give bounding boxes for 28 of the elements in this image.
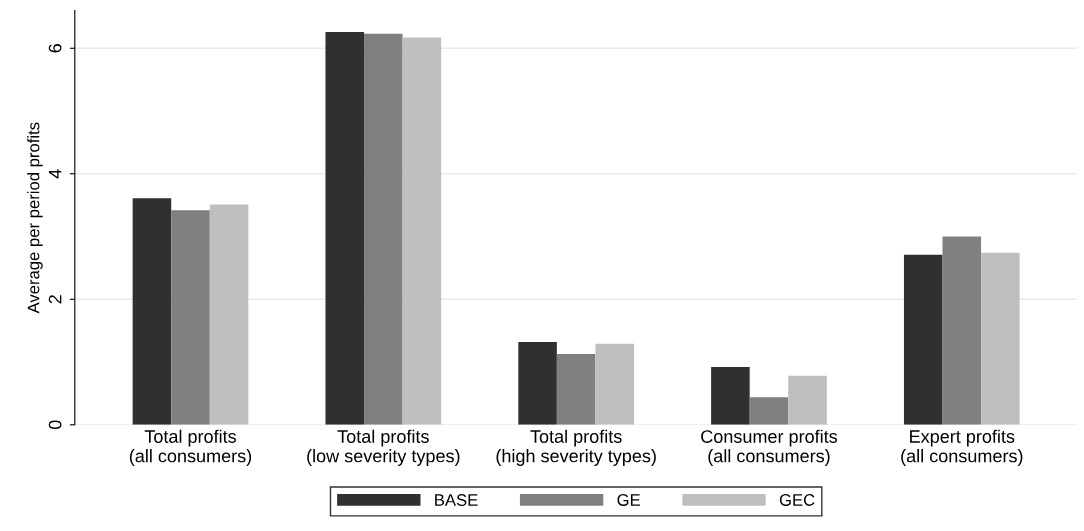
- bar: [402, 37, 442, 425]
- bar: [595, 343, 634, 425]
- bar: [749, 397, 789, 425]
- x-tick-label: Consumer profits (all consumers): [701, 429, 838, 466]
- bar: [325, 31, 365, 425]
- legend-label: BASE: [435, 494, 478, 506]
- bar: [518, 341, 557, 425]
- x-tick-label: Total profits (low severity types): [307, 429, 460, 466]
- bar: [903, 254, 943, 425]
- y-axis-title: Average per period profits: [27, 122, 43, 314]
- bar: [364, 33, 403, 425]
- y-tick-label: 0: [48, 420, 62, 430]
- legend-label: GE: [617, 494, 640, 506]
- legend-label: GEC: [779, 494, 815, 506]
- x-tick-label: Total profits (all consumers): [129, 429, 252, 466]
- x-tick-label: Expert profits (all consumers): [901, 429, 1023, 466]
- bar: [556, 353, 596, 425]
- bar: [711, 367, 750, 425]
- bar: [942, 236, 982, 425]
- bar: [788, 375, 827, 425]
- bar: [981, 252, 1020, 425]
- y-tick-label: 4: [48, 169, 62, 179]
- y-tick-label: 6: [48, 44, 62, 53]
- bar: [132, 198, 172, 425]
- bar: [209, 204, 249, 425]
- y-tick-label: 2: [48, 295, 62, 304]
- bar: [171, 210, 210, 425]
- x-tick-label: Total profits (high severity types): [496, 429, 656, 466]
